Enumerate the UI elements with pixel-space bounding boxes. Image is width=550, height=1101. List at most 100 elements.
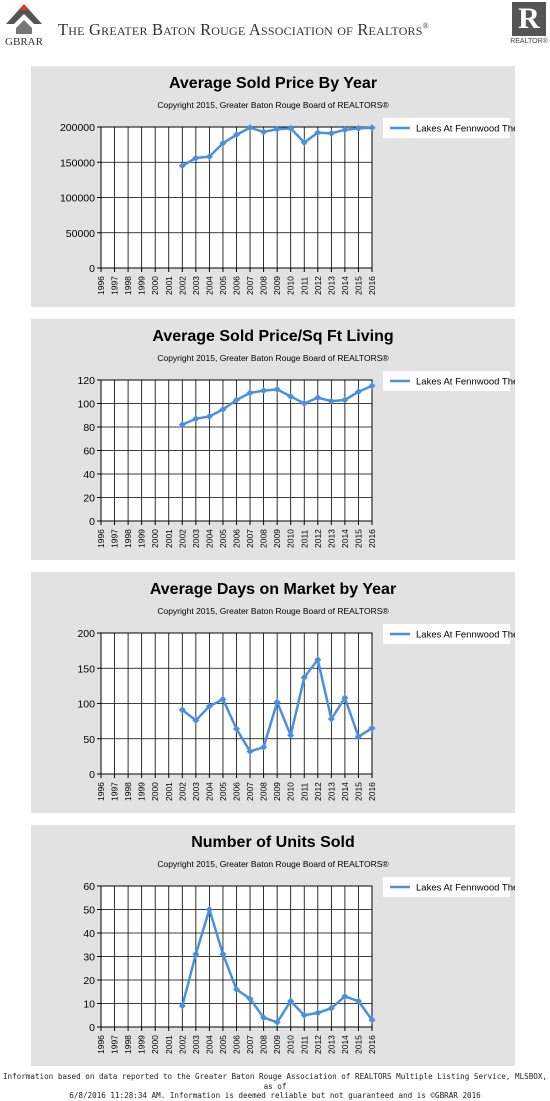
x-tick-label: 2003 bbox=[191, 1035, 201, 1054]
x-tick-label: 2001 bbox=[164, 529, 174, 548]
gbrar-logo: GBRAR bbox=[2, 2, 52, 48]
chart-legend: Lakes At Fennwood The bbox=[383, 624, 515, 644]
data-point bbox=[246, 389, 254, 397]
data-point bbox=[300, 1011, 308, 1019]
legend-box bbox=[383, 624, 510, 644]
disclaimer-footer: Information based on data reported to th… bbox=[0, 1072, 550, 1101]
y-tick-label: 40 bbox=[83, 469, 95, 481]
data-point bbox=[192, 716, 200, 724]
x-tick-label: 2008 bbox=[259, 1035, 269, 1054]
x-tick-label: 2011 bbox=[299, 529, 309, 548]
x-tick-label: 2011 bbox=[299, 1035, 309, 1054]
data-point bbox=[341, 992, 349, 1000]
legend-box bbox=[383, 371, 510, 391]
gbrar-abbr: GBRAR bbox=[5, 36, 43, 48]
legend-box bbox=[383, 118, 510, 138]
x-tick-label: 2016 bbox=[367, 276, 377, 295]
data-point bbox=[232, 131, 241, 139]
y-tick-label: 0 bbox=[89, 1022, 95, 1034]
y-tick-label: 0 bbox=[89, 516, 95, 528]
chart-panel-avg-sold-price: Average Sold Price By Year Copyright 2015… bbox=[31, 66, 515, 307]
x-tick-label: 2005 bbox=[218, 276, 228, 295]
association-title-text: The Greater Baton Rouge Association of R… bbox=[58, 20, 423, 39]
x-tick-label: 2003 bbox=[191, 782, 201, 801]
x-tick-label: 2004 bbox=[204, 1035, 214, 1054]
disclaimer-line-2: 6/8/2016 11:28:34 AM. Information is dee… bbox=[69, 1091, 481, 1100]
chart-title: Number of Units Sold bbox=[191, 834, 355, 851]
x-tick-label: 2005 bbox=[218, 529, 228, 548]
x-tick-label: 2014 bbox=[340, 782, 350, 801]
chart-title: Average Sold Price By Year bbox=[169, 75, 377, 92]
x-tick-label: 1999 bbox=[137, 1035, 147, 1054]
data-point bbox=[327, 715, 335, 723]
y-tick-label: 120 bbox=[77, 375, 95, 387]
chart-units-sold: Number of Units Sold Copyright 2015, Grea… bbox=[83, 834, 515, 1054]
data-point bbox=[260, 743, 268, 751]
x-tick-label: 2002 bbox=[177, 529, 187, 548]
y-tick-label: 0 bbox=[89, 769, 95, 781]
x-tick-label: 2009 bbox=[272, 1035, 282, 1054]
x-tick-label: 2005 bbox=[218, 1035, 228, 1054]
x-tick-label: 2003 bbox=[191, 529, 201, 548]
legend-label: Lakes At Fennwood The bbox=[416, 124, 515, 135]
chart-subtitle: Copyright 2015, Greater Baton Rouge Boar… bbox=[157, 353, 389, 363]
x-tick-label: 2002 bbox=[177, 276, 187, 295]
legend-label: Lakes At Fennwood The bbox=[416, 377, 515, 388]
y-tick-label: 20 bbox=[83, 975, 95, 987]
x-tick-label: 2005 bbox=[218, 782, 228, 801]
data-point bbox=[192, 415, 200, 423]
chart-title: Average Days on Market by Year bbox=[150, 581, 396, 598]
x-tick-label: 2015 bbox=[353, 1035, 363, 1054]
data-point bbox=[368, 124, 376, 132]
data-point bbox=[273, 1018, 281, 1026]
data-point bbox=[246, 747, 254, 755]
x-tick-label: 2010 bbox=[286, 276, 296, 295]
data-point bbox=[314, 394, 322, 402]
data-point bbox=[205, 153, 213, 161]
x-tick-label: 2007 bbox=[245, 276, 255, 295]
data-point bbox=[219, 139, 227, 147]
chart-legend: Lakes At Fennwood The bbox=[383, 371, 515, 391]
data-point bbox=[232, 396, 241, 404]
x-tick-label: 1999 bbox=[137, 276, 147, 295]
x-tick-label: 2000 bbox=[150, 782, 160, 801]
x-tick-label: 2008 bbox=[259, 276, 269, 295]
y-tick-label: 200000 bbox=[60, 122, 95, 134]
x-tick-label: 2016 bbox=[367, 1035, 377, 1054]
chart-panel-days-on-market: Average Days on Market by Year Copyright … bbox=[31, 572, 515, 813]
x-tick-label: 1998 bbox=[123, 1035, 133, 1054]
x-tick-label: 2006 bbox=[232, 276, 242, 295]
page-header: GBRAR The Greater Baton Rouge Associatio… bbox=[0, 0, 550, 54]
data-point bbox=[205, 905, 213, 914]
chart-legend: Lakes At Fennwood The bbox=[383, 877, 515, 897]
y-tick-label: 150000 bbox=[60, 157, 95, 169]
x-tick-label: 2016 bbox=[367, 782, 377, 801]
data-point bbox=[341, 126, 349, 134]
realtor-r-icon: R bbox=[512, 2, 546, 36]
x-tick-label: 2007 bbox=[245, 782, 255, 801]
x-tick-label: 1996 bbox=[96, 1035, 106, 1054]
x-tick-label: 2008 bbox=[259, 782, 269, 801]
data-point bbox=[354, 124, 362, 132]
data-point bbox=[300, 138, 308, 147]
x-tick-label: 2012 bbox=[313, 529, 323, 548]
x-tick-label: 2006 bbox=[232, 782, 242, 801]
chart-title: Average Sold Price/Sq Ft Living bbox=[152, 328, 393, 345]
data-point bbox=[341, 396, 349, 404]
chart-price-per-sqft: Average Sold Price/Sq Ft Living Copyright… bbox=[77, 328, 515, 548]
x-tick-label: 2014 bbox=[340, 276, 350, 295]
x-tick-label: 2004 bbox=[204, 529, 214, 548]
data-point bbox=[273, 125, 281, 133]
x-tick-label: 2002 bbox=[177, 782, 187, 801]
x-tick-label: 1998 bbox=[123, 782, 133, 801]
chart-avg-sold-price: Average Sold Price By Year Copyright 2015… bbox=[60, 75, 515, 295]
y-tick-label: 100 bbox=[77, 699, 95, 711]
x-tick-label: 2004 bbox=[204, 782, 214, 801]
x-tick-label: 2006 bbox=[232, 529, 242, 548]
x-tick-label: 2010 bbox=[286, 529, 296, 548]
data-point bbox=[205, 412, 213, 420]
data-point bbox=[354, 733, 362, 741]
x-tick-label: 2006 bbox=[232, 1035, 242, 1054]
x-tick-label: 2012 bbox=[313, 782, 323, 801]
x-tick-label: 2013 bbox=[326, 782, 336, 801]
